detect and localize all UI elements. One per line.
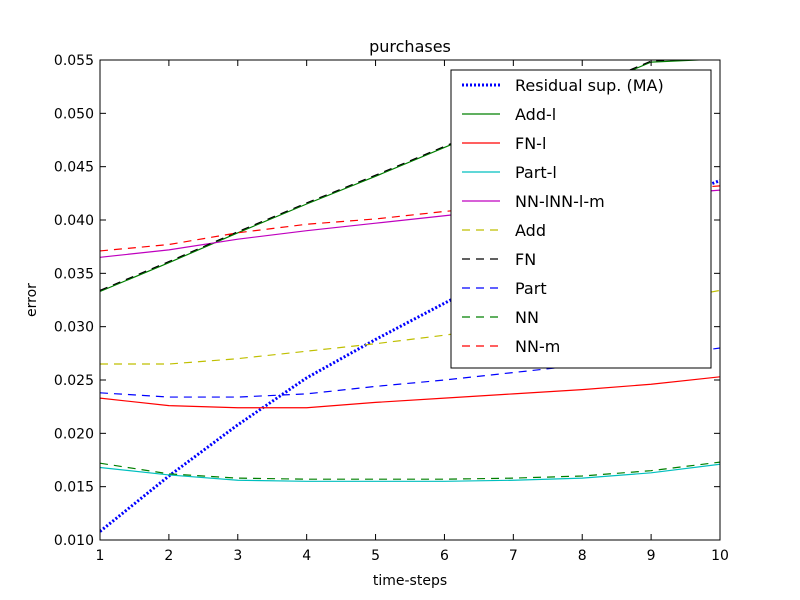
y-tick-label: 0.020 xyxy=(54,426,94,442)
y-tick-label: 0.010 xyxy=(54,533,94,549)
series-line xyxy=(100,461,720,480)
legend-label: Part xyxy=(515,279,547,298)
legend-label: NN xyxy=(515,308,539,327)
legend-label: NN-m xyxy=(515,337,560,356)
x-tick-label: 5 xyxy=(371,548,380,564)
x-axis-label: time-steps xyxy=(373,573,447,589)
x-tick-label: 2 xyxy=(164,548,173,564)
y-tick-label: 0.015 xyxy=(54,480,94,496)
y-tick-label: 0.055 xyxy=(54,53,94,69)
plot-frame xyxy=(99,59,721,541)
x-tick-label: 6 xyxy=(440,548,449,564)
legend-label: Part-l xyxy=(515,163,557,182)
legend-box xyxy=(450,69,712,369)
series-line xyxy=(100,463,720,482)
legend-label: NN-lNN-l-m xyxy=(515,192,605,211)
y-tick-label: 0.045 xyxy=(54,160,94,176)
y-tick-label: 0.030 xyxy=(54,320,94,336)
y-tick-label: 0.035 xyxy=(54,266,94,282)
legend: Residual sup. (MA) Add-l FN-l Part-l NN-lNN-… xyxy=(450,69,712,369)
x-tick-label: 4 xyxy=(302,548,311,564)
chart-title: purchases xyxy=(369,37,451,56)
y-tick-label: 0.025 xyxy=(54,373,94,389)
legend-label: Add-l xyxy=(515,105,556,124)
x-tick-label: 8 xyxy=(578,548,587,564)
y-axis-label: error xyxy=(24,283,40,317)
x-axis: 1 2 3 4 5 6 7 8 9 10 xyxy=(96,60,729,564)
x-tick-label: 7 xyxy=(509,548,518,564)
y-tick-label: 0.050 xyxy=(54,106,94,122)
series-line xyxy=(100,376,720,409)
legend-label: FN-l xyxy=(515,134,546,153)
y-axis: 0.010 0.015 0.020 0.025 0.030 0.035 0.040 0.045… xyxy=(54,53,720,549)
y-tick-label: 0.040 xyxy=(54,213,94,229)
legend-label: FN xyxy=(515,250,536,269)
series-line xyxy=(100,60,688,291)
x-tick-label: 1 xyxy=(96,548,105,564)
legend-label: Add xyxy=(515,221,546,240)
legend-label: Residual sup. (MA) xyxy=(515,76,664,95)
x-tick-label: 10 xyxy=(711,548,729,564)
x-tick-label: 9 xyxy=(647,548,656,564)
x-tick-label: 3 xyxy=(233,548,242,564)
